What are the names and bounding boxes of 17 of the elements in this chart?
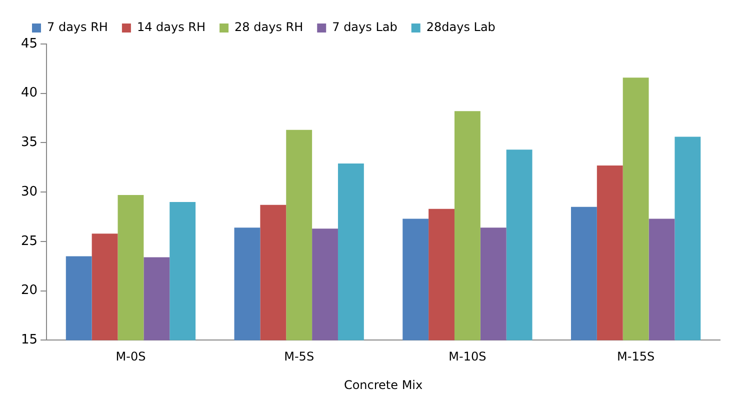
legend-label: 14 days RH (136, 20, 206, 34)
y-tick-label: 25 (20, 234, 38, 249)
legend-label: 7 days RH (47, 20, 108, 34)
x-tick-label: M-5S (284, 350, 314, 364)
x-tick-label: M-15S (617, 350, 655, 364)
x-axis-title: Concrete Mix (344, 378, 423, 392)
x-tick-label: M-10S (448, 350, 486, 364)
legend-label: 28days Lab (426, 20, 496, 34)
y-tick-label: 20 (20, 283, 38, 298)
x-tick-label: M-0S (116, 350, 146, 364)
legend-label: 28 days RH (234, 20, 304, 34)
y-tick-label: 15 (20, 332, 38, 348)
y-tick-label: 45 (20, 36, 38, 52)
y-tick-label: 30 (20, 184, 38, 200)
y-tick-label: 35 (20, 135, 38, 150)
legend-label: 7 days Lab (332, 20, 398, 34)
y-tick-label: 40 (20, 86, 38, 101)
